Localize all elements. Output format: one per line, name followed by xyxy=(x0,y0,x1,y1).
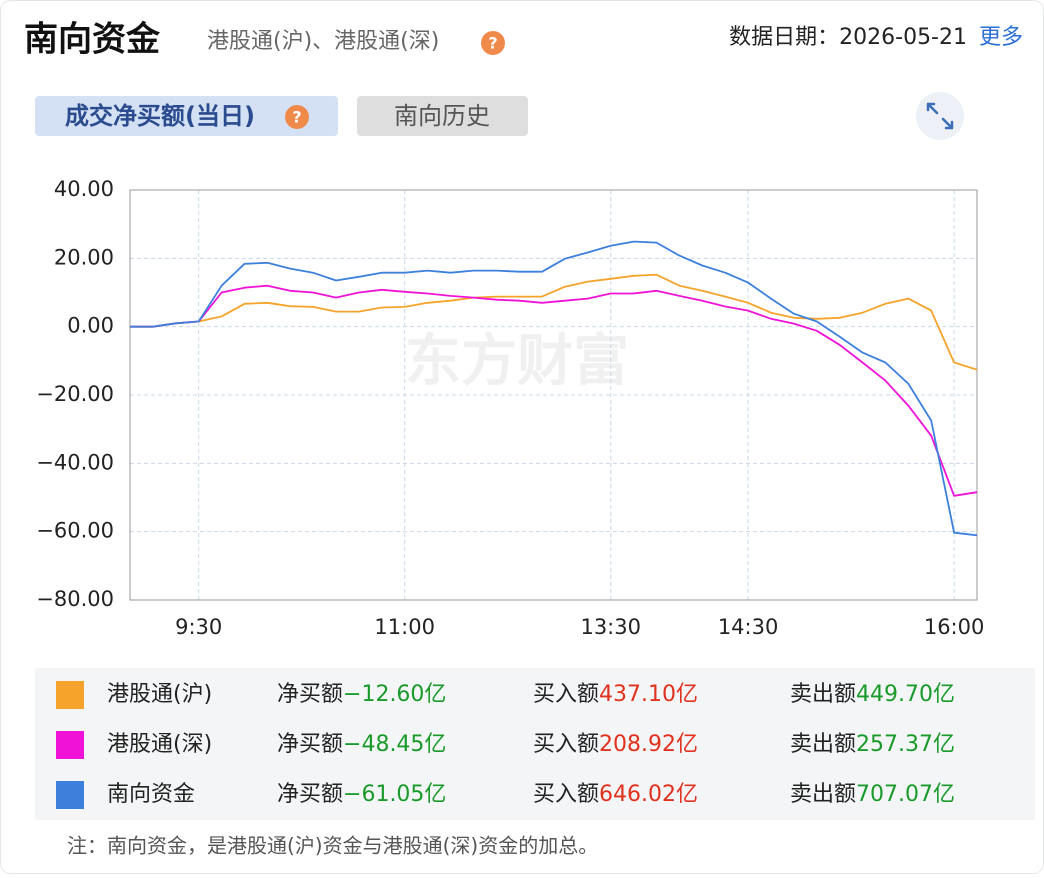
y-tick-label: −20.00 xyxy=(36,382,114,406)
summary-item: 净买额−12.60亿 xyxy=(277,682,446,707)
summary-value: 257.37亿 xyxy=(856,732,955,757)
x-tick-label: 16:00 xyxy=(924,615,985,639)
y-tick-label: −40.00 xyxy=(36,450,114,474)
summary-label: 卖出额 xyxy=(790,782,856,807)
tab[interactable] xyxy=(357,96,528,136)
watermark: 东方财富 xyxy=(405,329,629,394)
y-tick-label: −60.00 xyxy=(36,519,114,543)
x-tick-label: 13:30 xyxy=(580,615,641,639)
summary-item: 净买额−48.45亿 xyxy=(277,732,446,757)
legend-swatch xyxy=(56,731,84,759)
summary-label: 净买额 xyxy=(277,732,343,757)
summary-item: 卖出额449.70亿 xyxy=(790,682,955,707)
legend-label: 港股通(沪) xyxy=(107,682,212,707)
x-tick-label: 11:00 xyxy=(374,615,435,639)
summary-value: 208.92亿 xyxy=(599,732,698,757)
legend-swatch xyxy=(56,781,84,809)
summary-value: 646.02亿 xyxy=(599,782,698,807)
legend-label: 南向资金 xyxy=(107,782,195,807)
summary-item: 卖出额707.07亿 xyxy=(790,782,955,807)
legend-label: 港股通(深) xyxy=(107,732,212,757)
x-tick-label: 9:30 xyxy=(175,615,222,639)
summary-item: 买入额437.10亿 xyxy=(533,682,698,707)
summary-value: 707.07亿 xyxy=(856,782,955,807)
summary-value: −12.60亿 xyxy=(343,682,446,707)
summary-item: 卖出额257.37亿 xyxy=(790,732,955,757)
series-line xyxy=(130,273,978,371)
summary-label: 买入额 xyxy=(533,782,599,807)
legend: 港股通(沪) 净买额−12.60亿 买入额437.10亿 卖出额449.70亿港股通(… xyxy=(56,681,955,809)
summary-value: 449.70亿 xyxy=(856,682,955,707)
summary-item: 净买额−61.05亿 xyxy=(277,782,446,807)
x-tick-label: 14:30 xyxy=(718,615,779,639)
summary-label: 净买额 xyxy=(277,682,343,707)
series-line xyxy=(130,240,978,537)
tab-label: 成交净买额(当日) xyxy=(65,102,255,130)
tab-active[interactable] xyxy=(35,96,338,136)
summary-label: 净买额 xyxy=(277,782,343,807)
help-icon[interactable] xyxy=(481,31,505,55)
legend-swatch xyxy=(56,681,84,709)
y-tick-label: 0.00 xyxy=(67,314,114,338)
data-date: 数据日期：2026-05-21 xyxy=(729,25,967,50)
more-link[interactable]: 更多 xyxy=(979,25,1023,50)
summary-label: 买入额 xyxy=(533,732,599,757)
summary-value: 437.10亿 xyxy=(599,682,698,707)
title: 南向资金 xyxy=(24,20,161,60)
summary-item: 买入额208.92亿 xyxy=(533,732,698,757)
subtitle: 港股通(沪)、港股通(深) xyxy=(207,29,439,54)
series-line xyxy=(130,284,978,497)
summary-item: 买入额646.02亿 xyxy=(533,782,698,807)
y-tick-label: −80.00 xyxy=(36,587,114,611)
summary-value: −48.45亿 xyxy=(343,732,446,757)
plot-area: −80.00 −60.00 −40.00 −20.00 0.00 20.00 40.00 9:… xyxy=(36,177,984,639)
summary-label: 买入额 xyxy=(533,682,599,707)
y-tick-label: 40.00 xyxy=(54,177,114,201)
summary-label: 卖出额 xyxy=(790,682,856,707)
note: 注：南向资金，是港股通(沪)资金与港股通(深)资金的加总。 xyxy=(67,834,598,858)
y-tick-label: 20.00 xyxy=(54,245,114,269)
help-icon[interactable] xyxy=(285,105,309,129)
legend-table xyxy=(35,668,1035,820)
plot-frame xyxy=(129,189,978,601)
expand-button[interactable] xyxy=(916,92,964,140)
help-icon-text: ? xyxy=(292,108,301,127)
summary-value: −61.05亿 xyxy=(343,782,446,807)
help-icon-text: ? xyxy=(488,34,497,53)
tab-label: 南向历史 xyxy=(394,102,490,130)
summary-label: 卖出额 xyxy=(790,732,856,757)
